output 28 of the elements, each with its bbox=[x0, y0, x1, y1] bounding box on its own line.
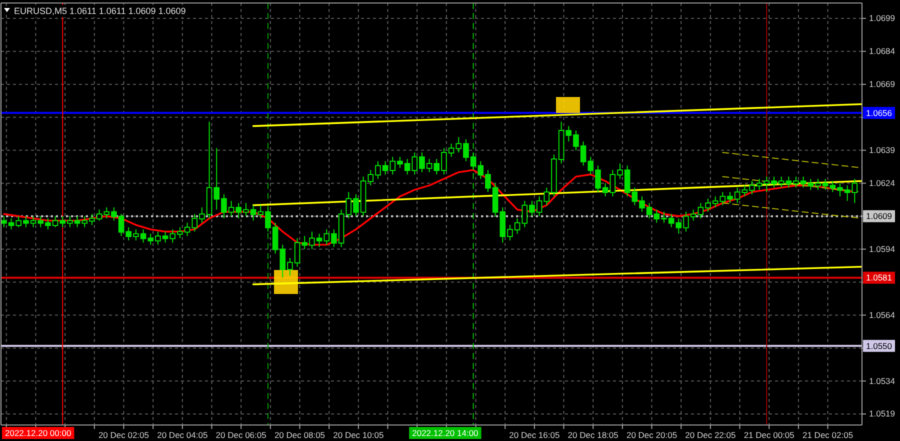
x-tick-label: 21 Dec 02:05 bbox=[802, 430, 854, 440]
ref-line-label: 1.0581 bbox=[866, 272, 892, 283]
y-tick-label: 1.0624 bbox=[869, 178, 896, 188]
chart-title: EURUSD,M5 1.0611 1.0611 1.0609 1.0609 bbox=[14, 6, 186, 16]
x-tick-label: 21 Dec 00:05 bbox=[744, 430, 795, 440]
ref-line-label: 1.0609 bbox=[866, 211, 892, 222]
x-tick-label: 20 Dec 10:05 bbox=[333, 430, 384, 440]
ref-line-label: 2022.12.20 00:00 bbox=[5, 428, 72, 438]
y-tick-label: 1.0669 bbox=[869, 79, 896, 90]
x-tick-label: 20 Dec 06:05 bbox=[216, 430, 267, 440]
ref-line-label: 2022.12.20 14:00 bbox=[412, 428, 479, 438]
x-tick-label: 20 Dec 04:05 bbox=[157, 430, 208, 440]
x-tick-label: 20 Dec 20:05 bbox=[626, 430, 678, 440]
y-tick-label: 1.0519 bbox=[869, 408, 896, 419]
ref-line-label: 1.0550 bbox=[866, 340, 892, 351]
y-tick-label: 1.0564 bbox=[869, 310, 896, 320]
y-tick-label: 1.0534 bbox=[869, 376, 896, 386]
x-tick-label: 20 Dec 18:05 bbox=[568, 430, 619, 440]
y-tick-label: 1.0699 bbox=[869, 13, 896, 24]
x-tick-label: 20 Dec 16:05 bbox=[509, 430, 560, 440]
x-tick-label: 20 Dec 08:05 bbox=[274, 430, 326, 440]
y-tick-label: 1.0594 bbox=[869, 244, 896, 254]
y-tick-label: 1.0639 bbox=[869, 144, 896, 155]
ref-line-label: 1.0656 bbox=[866, 108, 892, 118]
candlestick bbox=[852, 178, 858, 204]
x-tick-label: 20 Dec 22:05 bbox=[685, 430, 736, 440]
x-tick-label: 20 Dec 02:05 bbox=[98, 430, 150, 440]
y-tick-label: 1.0684 bbox=[869, 46, 896, 56]
